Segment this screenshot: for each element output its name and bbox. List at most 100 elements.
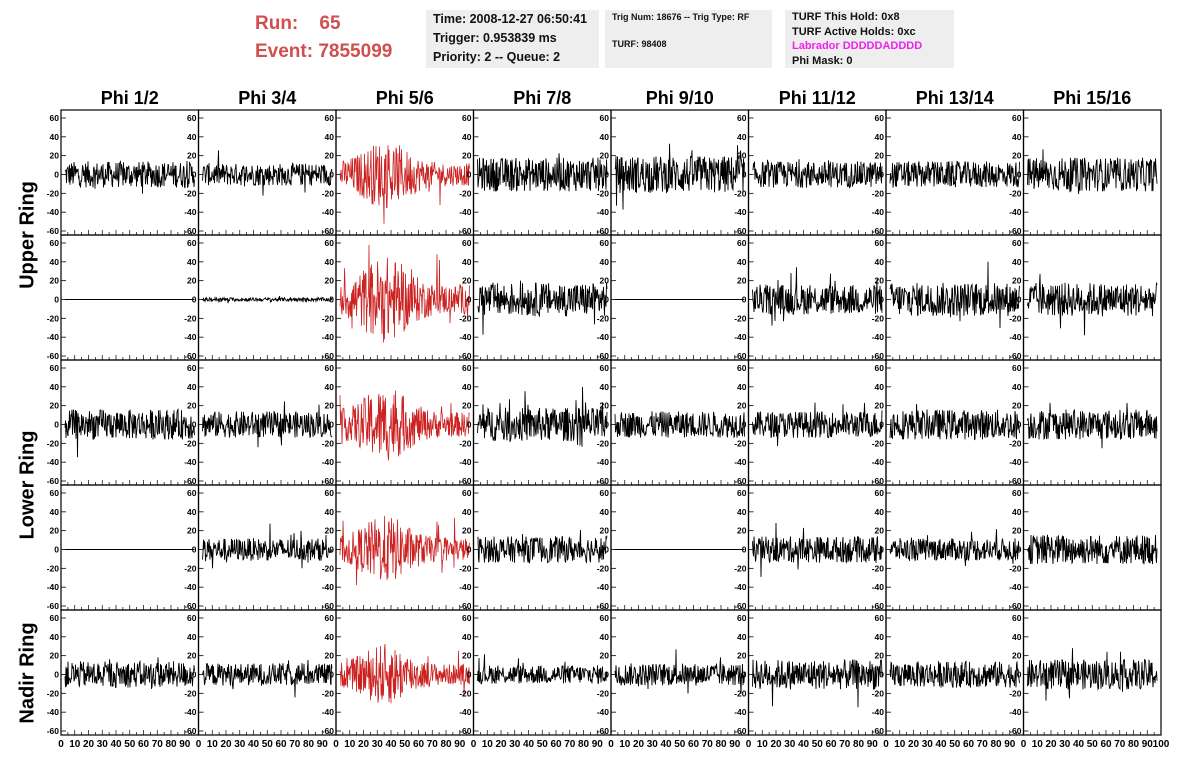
y-tick-label: -40	[322, 582, 335, 592]
waveform-panel: -60 -40 -20 0 20 40 60	[322, 484, 475, 611]
y-tick-label: -20	[459, 313, 472, 323]
y-tick-label: -40	[597, 457, 610, 467]
y-tick-label: 20	[462, 526, 472, 536]
y-tick-label: -40	[734, 207, 747, 217]
y-tick-label: 60	[462, 613, 472, 623]
y-tick-label: 60	[50, 488, 60, 498]
y-tick-label: 20	[462, 276, 472, 286]
y-tick-label: 20	[1012, 276, 1022, 286]
y-tick-label: 0	[742, 670, 747, 680]
event-row: Event: 7855099	[255, 38, 392, 66]
y-tick-label: -60	[322, 476, 335, 486]
phi-label-8: Phi 15/16	[1053, 88, 1132, 108]
turf-info-box: TURF This Hold: 0x8 TURF Active Holds: 0…	[785, 10, 954, 68]
waveform-panel: -60 -40 -20 0 20 40 60	[322, 109, 475, 236]
waveform-panel: -60 -40 -20 0 20 40 60	[459, 109, 612, 236]
y-tick-label: 20	[600, 276, 610, 286]
x-tick-label: 50	[124, 739, 136, 750]
y-tick-label: -60	[184, 226, 197, 236]
waveform-panel: -60 -40 -20 0 20 40 60	[47, 234, 200, 361]
x-tick-label: 20	[495, 739, 507, 750]
y-tick-label: -60	[459, 351, 472, 361]
y-tick-label: -60	[322, 226, 335, 236]
x-tick-label: 50	[1087, 739, 1099, 750]
y-tick-label: 0	[604, 170, 609, 180]
y-tick-label: -60	[47, 476, 60, 486]
y-tick-label: 40	[737, 132, 747, 142]
x-tick-label: 70	[1114, 739, 1126, 750]
waveform-trace	[614, 649, 745, 694]
y-tick-label: -40	[872, 332, 885, 342]
y-tick-label: -20	[597, 188, 610, 198]
y-tick-label: -20	[597, 688, 610, 698]
y-tick-label: -40	[184, 707, 197, 717]
y-tick-label: 20	[325, 151, 335, 161]
waveform-panel: -60 -40 -20 0 20 40 60	[597, 609, 750, 736]
y-tick-label: 0	[1017, 670, 1022, 680]
y-tick-label: 20	[737, 276, 747, 286]
y-tick-label: 60	[1012, 363, 1022, 373]
y-tick-label: -40	[184, 207, 197, 217]
y-tick-label: 60	[600, 613, 610, 623]
x-tick-label: 30	[509, 739, 521, 750]
x-tick-label: 60	[275, 739, 287, 750]
y-tick-label: -20	[459, 688, 472, 698]
waveform-trace	[889, 261, 1020, 329]
x-tick-label: 0	[1021, 739, 1027, 750]
y-tick-label: -20	[47, 563, 60, 573]
y-tick-label: -20	[872, 563, 885, 573]
y-tick-label: 60	[187, 613, 197, 623]
trig-info-box: Trig Num: 18676 -- Trig Type: RF TURF: 9…	[605, 10, 772, 68]
x-tick-label: 20	[358, 739, 370, 750]
x-tick-label: 30	[97, 739, 109, 750]
phi-label-7: Phi 13/14	[915, 88, 994, 108]
waveform-trace	[339, 145, 470, 224]
waveform-panel: -60 -40 -20 0 20 40 60	[322, 359, 475, 486]
x-tick-label: 40	[660, 739, 672, 750]
x-tick-label: 50	[262, 739, 274, 750]
y-tick-label: -60	[1009, 226, 1022, 236]
waveform-panel: -60 -40 -20 0 20 40 60	[1009, 609, 1162, 736]
x-tick-label: 60	[963, 739, 975, 750]
waveform-panel: -60 -40 -20 0 20 40 60	[322, 609, 475, 736]
panel-frame	[60, 234, 200, 361]
y-tick-label: 40	[875, 507, 885, 517]
y-tick-label: -60	[597, 226, 610, 236]
y-tick-label: 40	[325, 257, 335, 267]
run-row: Run: 65	[255, 10, 392, 38]
y-tick-label: 60	[1012, 613, 1022, 623]
x-tick-label: 40	[935, 739, 947, 750]
y-tick-label: -40	[734, 457, 747, 467]
x-tick-label: 70	[427, 739, 439, 750]
y-tick-label: 0	[604, 295, 609, 305]
y-tick-label: -20	[1009, 438, 1022, 448]
y-tick-label: -40	[322, 457, 335, 467]
x-tick-label: 70	[289, 739, 301, 750]
y-tick-label: -40	[597, 707, 610, 717]
y-tick-label: -60	[1009, 726, 1022, 736]
y-tick-label: -20	[184, 563, 197, 573]
y-tick-label: 20	[875, 401, 885, 411]
y-tick-label: 60	[1012, 113, 1022, 123]
y-tick-label: -60	[734, 226, 747, 236]
y-tick-label: -40	[459, 207, 472, 217]
x-tick-label: 40	[798, 739, 810, 750]
y-tick-label: 20	[325, 526, 335, 536]
event-value: 7855099	[318, 41, 393, 62]
y-tick-label: 20	[187, 526, 197, 536]
y-tick-label: -40	[872, 582, 885, 592]
y-tick-label: 20	[462, 151, 472, 161]
waveform-trace	[339, 244, 470, 343]
y-tick-label: 60	[875, 238, 885, 248]
y-tick-label: 40	[875, 382, 885, 392]
x-tick-label: 80	[1128, 739, 1140, 750]
y-tick-label: -20	[459, 563, 472, 573]
x-tick-label: 40	[523, 739, 535, 750]
waveform-trace	[752, 402, 883, 447]
y-tick-label: 20	[875, 151, 885, 161]
waveform-panel: -60 -40 -20 0 20 40 60	[1009, 234, 1162, 361]
y-tick-label: -40	[47, 707, 60, 717]
y-tick-label: 40	[600, 632, 610, 642]
x-tick-label: 90	[454, 739, 466, 750]
y-tick-label: 60	[462, 113, 472, 123]
